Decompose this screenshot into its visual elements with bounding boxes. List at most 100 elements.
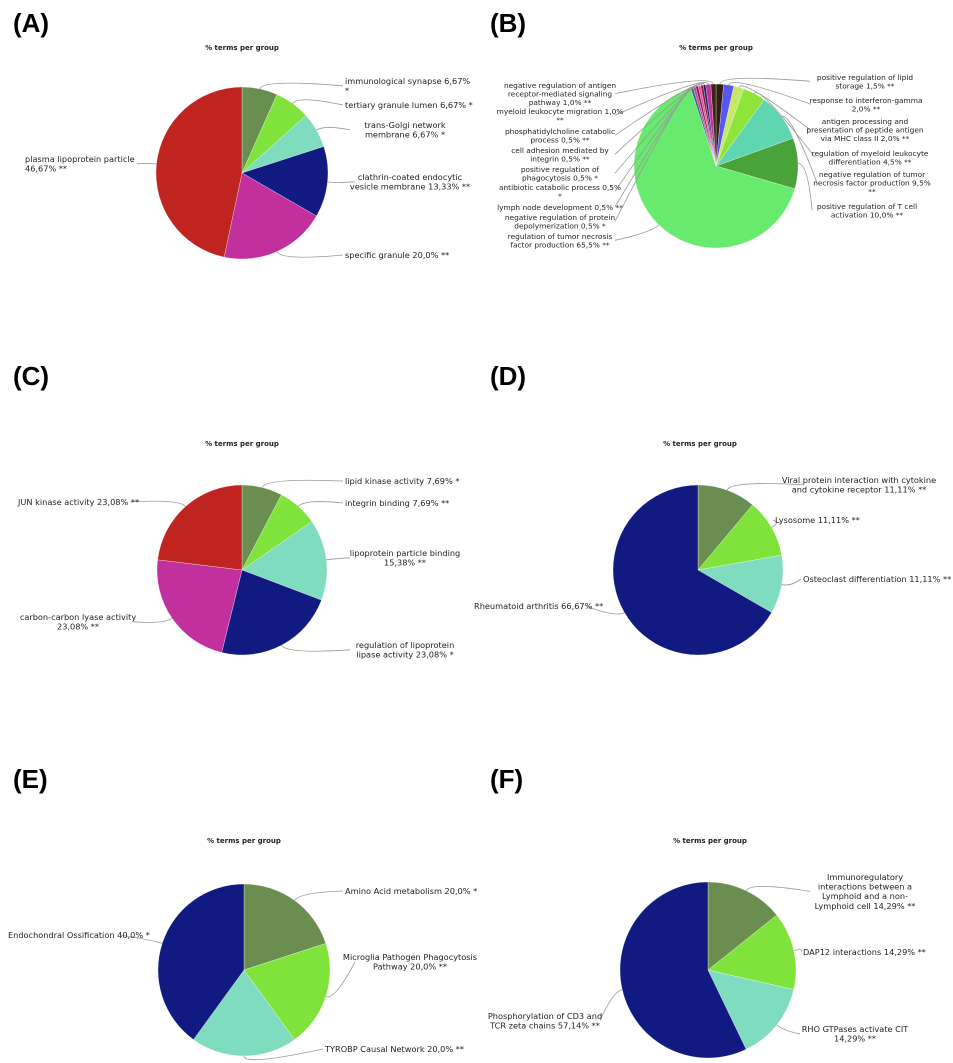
leader-line xyxy=(136,163,157,165)
pie-slice-lipoprotein-particle-binding-15-38 xyxy=(241,521,328,601)
pie-slice-microglia-pathogen-phagocytosis-pathway-20-0 xyxy=(243,943,331,1040)
pie-panel-6: (F) % terms per group Immunoregulatory inte… xyxy=(488,764,926,1059)
pie-title: % terms per group xyxy=(663,440,737,448)
pie-title: % terms per group xyxy=(205,440,279,448)
slice-label-endochondral-ossification-40-0: Endochondral Ossification 40,0% * xyxy=(8,930,150,940)
slice-label-regulation-of-lipoprotein-lipase-activity-23-08: regulation of lipoprotein lipase activity… xyxy=(356,640,455,660)
slice-label-negative-regulation-of-tumor-necrosis-factor-pro: negative regulation of tumor necrosis fac… xyxy=(813,170,931,196)
leader-line xyxy=(719,77,811,85)
pie-title: % terms per group xyxy=(205,44,279,52)
slice-label-specific-granule-20-0: specific granule 20,0% ** xyxy=(345,250,449,260)
slice-label-plasma-lipoprotein-particle-46-67: plasma lipoprotein particle 46,67% ** xyxy=(25,154,135,174)
slice-label-rho-gtpases-activate-cit-14-29: RHO GTPases activate CIT 14,29% ** xyxy=(802,1024,910,1044)
leader-line xyxy=(132,617,173,623)
leader-line xyxy=(614,80,714,94)
pie-panel-4: (D) % terms per group Viral protein intera… xyxy=(474,361,951,656)
leader-line xyxy=(281,644,351,652)
leader-line xyxy=(728,82,812,105)
pie-slice-dap12-interactions-14-29 xyxy=(707,914,797,990)
slice-label-amino-acid-metabolism-20-0: Amino Acid metabolism 20,0% * xyxy=(345,886,477,896)
panel-letter: (A) xyxy=(13,8,49,38)
pie-slice-specific-granule-20-0 xyxy=(223,172,317,260)
leader-line xyxy=(276,251,344,258)
leader-line xyxy=(599,989,623,1021)
slice-label-lysosome-11-11: Lysosome 11,11% ** xyxy=(775,515,860,525)
panel-letter: (E) xyxy=(13,764,48,794)
slice-label-tyrobp-causal-network-20-0: TYROBP Causal Network 20,0% ** xyxy=(324,1044,464,1054)
leader-line xyxy=(793,949,802,953)
pie-slice-endochondral-ossification-40-0 xyxy=(157,883,245,1040)
pie-slice-jun-kinase-activity-23-08 xyxy=(157,484,243,571)
slice-label-lymph-node-development-0-5: lymph node development 0,5% ** xyxy=(497,203,623,212)
leader-line xyxy=(327,181,356,183)
slice-label-positive-regulation-of-lipid-storage-1-5: positive regulation of lipid storage 1,5%… xyxy=(817,73,914,91)
panel-letter: (C) xyxy=(13,361,49,391)
pie-slice-regulation-of-tumor-necrosis-factor-production-6 xyxy=(633,87,795,249)
slice-label-positive-regulation-of-phagocytosis-0-5: positive regulation of phagocytosis 0,5% … xyxy=(521,165,600,183)
panel-letter: (D) xyxy=(490,361,526,391)
pie-slice-immunoregulatory-interactions-between-a-lymphoid xyxy=(707,881,778,971)
leader-line xyxy=(726,483,805,491)
slice-label-carbon-carbon-lyase-activity-23-08: carbon-carbon lyase activity 23,08% ** xyxy=(20,612,136,632)
slice-label-tertiary-granule-lumen-6-67: tertiary granule lumen 6,67% * xyxy=(345,100,473,110)
pie-panel-1: (A) % terms per group immunological synaps… xyxy=(13,8,473,260)
leader-line xyxy=(298,501,344,507)
slice-label-microglia-pathogen-phagocytosis-pathway-20-0: Microglia Pathogen Phagocytosis Pathway 2… xyxy=(343,952,477,972)
slice-label-jun-kinase-activity-23-08: JUN kinase activity 23,08% ** xyxy=(17,497,139,507)
slice-label-clathrin-coated-endocytic-vesicle-membrane-13-33: clathrin-coated endocytic vesicle membran… xyxy=(350,172,470,192)
slice-label-antibiotic-catabolic-process-0-5: antibiotic catabolic process 0,5% * xyxy=(499,183,621,201)
pie-slice-negative-regulation-of-antigen-receptor-mediated xyxy=(710,83,717,167)
slice-label-antigen-processing-and-presentation-of-peptide-a: antigen processing and presentation of pe… xyxy=(806,117,923,143)
leader-line xyxy=(781,578,802,586)
leader-line xyxy=(261,479,344,488)
leader-line xyxy=(585,605,625,615)
leader-line xyxy=(776,1024,801,1035)
slice-label-response-to-interferon-gamma-2-0: response to interferon-gamma 2,0% ** xyxy=(810,96,923,114)
pie-panel-3: (C) % terms per group lipid kinase activit… xyxy=(13,361,460,660)
leader-line xyxy=(119,934,163,944)
slice-label-myeloid-leukocyte-migration-1-0: myeloid leukocyte migration 1,0% ** xyxy=(497,107,624,125)
leader-line xyxy=(614,83,705,136)
pie-title: % terms per group xyxy=(679,44,753,52)
leader-line xyxy=(614,224,660,241)
leader-line xyxy=(259,82,344,90)
slice-label-phosphatidylcholine-catabolic-process-0-5: phosphatidylcholine catabolic process 0,5… xyxy=(505,127,615,145)
panel-letter: (B) xyxy=(490,8,526,38)
slice-label-dap12-interactions-14-29: DAP12 interactions 14,29% ** xyxy=(803,947,926,957)
leader-line xyxy=(129,500,186,507)
pie-slice-regulation-of-lipoprotein-lipase-activity-23-08 xyxy=(221,569,322,656)
slice-label-immunological-synapse-6-67: immunological synapse 6,67% * xyxy=(345,76,470,96)
leader-line xyxy=(771,519,777,528)
leader-line xyxy=(243,1048,324,1061)
leader-line xyxy=(745,885,811,892)
slice-label-lipid-kinase-activity-7-69: lipid kinase activity 7,69% * xyxy=(345,476,459,486)
pie-panel-5: (E) % terms per group Amino Acid metabolis… xyxy=(8,764,477,1061)
slice-label-viral-protein-interaction-with-cytokine-and-cyto: Viral protein interaction with cytokine a… xyxy=(782,475,936,495)
pie-panel-2: (B) % terms per group positive regulation … xyxy=(490,8,931,250)
slice-label-phosphorylation-of-cd3-and-tcr-zeta-chains-57-14: Phosphorylation of CD3 and TCR zeta chain… xyxy=(488,1011,602,1031)
leader-line xyxy=(316,127,351,131)
pie-slice-rho-gtpases-activate-cit-14-29 xyxy=(707,969,794,1050)
pie-slice-rheumatoid-arthritis-66-67 xyxy=(612,484,772,656)
slice-label-rheumatoid-arthritis-66-67: Rheumatoid arthritis 66,67% ** xyxy=(474,601,603,611)
slice-label-negative-regulation-of-antigen-receptor-mediated: negative regulation of antigen receptor-m… xyxy=(504,81,616,107)
leader-line xyxy=(797,162,813,211)
slice-label-regulation-of-myeloid-leukocyte-differentiation-: regulation of myeloid leukocyte different… xyxy=(812,149,929,167)
slice-label-regulation-of-tumor-necrosis-factor-production-6: regulation of tumor necrosis factor produ… xyxy=(508,232,613,250)
leader-line xyxy=(614,83,703,155)
pie-slice-plasma-lipoprotein-particle-46-67 xyxy=(155,86,243,258)
leader-line xyxy=(326,557,351,561)
slice-label-cell-adhesion-mediated-by-integrin-0-5: cell adhesion mediated by integrin 0,5% *… xyxy=(511,146,609,164)
slice-label-immunoregulatory-interactions-between-a-lymphoid: Immunoregulatory interactions between a Ly… xyxy=(815,872,916,911)
panel-letter: (F) xyxy=(490,764,523,794)
slice-label-negative-regulation-of-protein-depolymerization-: negative regulation of protein depolymeri… xyxy=(505,213,616,231)
pie-title: % terms per group xyxy=(673,837,747,845)
slice-label-positive-regulation-of-t-cell-activation-10-0: positive regulation of T cell activation … xyxy=(817,202,917,220)
leader-line xyxy=(781,115,818,183)
leader-line xyxy=(614,82,709,116)
leader-line xyxy=(754,92,816,158)
leader-line xyxy=(294,890,344,901)
leader-line xyxy=(292,99,344,106)
